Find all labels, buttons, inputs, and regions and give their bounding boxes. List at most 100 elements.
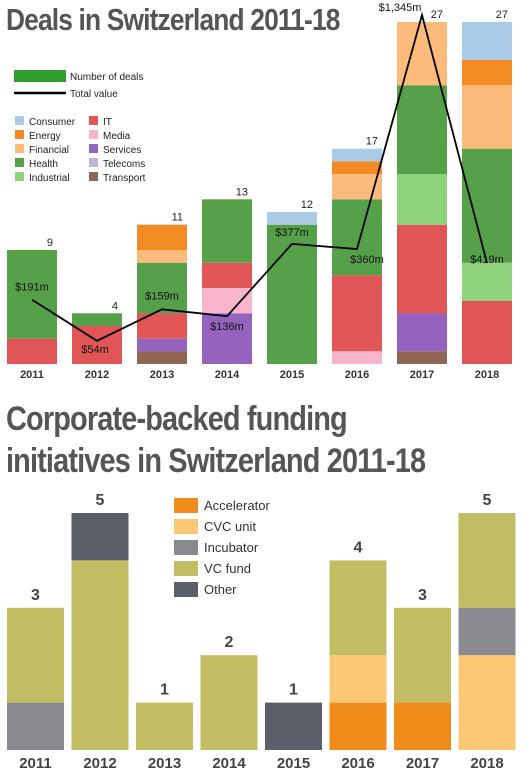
funding-bar-incubator-2018 bbox=[458, 607, 516, 656]
legend-swatch-number-of-deals bbox=[14, 70, 66, 82]
deals-x-tick-2014: 2014 bbox=[215, 369, 240, 381]
deals-bar-financial-2018 bbox=[462, 85, 512, 149]
funding-bar-vc-fund-2011 bbox=[7, 607, 64, 703]
deals-x-tick-2015: 2015 bbox=[280, 369, 304, 381]
deals-value-label-2018: $419m bbox=[470, 254, 504, 266]
funding-x-tick-2014: 2014 bbox=[212, 755, 246, 772]
deals-chart: 9 2011 4 2012 11 2013 13 2014 12 2015 17 2016 27 2017… bbox=[7, 2, 512, 381]
deals-bar-health-2016 bbox=[332, 199, 382, 276]
funding-x-tick-2011: 2011 bbox=[19, 755, 52, 772]
deals-value-label-2017: $1,345m bbox=[379, 2, 422, 14]
deals-x-tick-2011: 2011 bbox=[20, 369, 44, 381]
legend-swatch-consumer bbox=[15, 116, 24, 125]
deals-bar-health-2012 bbox=[72, 313, 122, 326]
funding-legend-label-vc-fund: VC fund bbox=[204, 561, 251, 576]
funding-chart-title: Corporate-backed funding initiatives in … bbox=[6, 400, 426, 480]
funding-legend-swatch-accelerator bbox=[174, 498, 198, 513]
deals-bar-media-2014 bbox=[202, 288, 252, 314]
deals-bar-industrial-2017 bbox=[397, 174, 447, 225]
funding-total-label-2011: 3 bbox=[31, 587, 40, 604]
deals-bar-consumer-2018 bbox=[462, 22, 512, 60]
funding-legend-swatch-vc-fund bbox=[174, 561, 198, 576]
legend-label-total-value: Total value bbox=[70, 89, 118, 100]
funding-x-tick-2013: 2013 bbox=[148, 755, 181, 772]
funding-total-label-2015: 1 bbox=[289, 682, 298, 699]
deals-bar-services-2017 bbox=[397, 313, 447, 352]
legend-label-financial: Financial bbox=[29, 145, 69, 156]
funding-legend-swatch-cvc-unit bbox=[174, 519, 198, 534]
legend-label-transport: Transport bbox=[103, 173, 146, 184]
funding-total-label-2013: 1 bbox=[160, 682, 169, 699]
legend-label-number-of-deals: Number of deals bbox=[70, 72, 143, 83]
funding-x-tick-2016: 2016 bbox=[341, 755, 374, 772]
deals-value-label-2013: $159m bbox=[145, 290, 179, 302]
deals-value-label-2011: $191m bbox=[15, 282, 49, 294]
funding-total-label-2017: 3 bbox=[418, 587, 427, 604]
deals-bar-energy-2018 bbox=[462, 60, 512, 86]
deals-bar-it-2011 bbox=[7, 338, 57, 364]
deals-bar-industrial-2018 bbox=[462, 262, 512, 301]
deals-bar-it-2016 bbox=[332, 275, 382, 352]
deals-total-label-2011: 9 bbox=[47, 237, 53, 249]
legend-label-consumer: Consumer bbox=[29, 117, 76, 128]
deals-bar-energy-2016 bbox=[332, 161, 382, 174]
deals-total-label-2012: 4 bbox=[112, 300, 118, 312]
deals-bar-consumer-2015 bbox=[267, 212, 317, 225]
deals-bar-energy-2013 bbox=[137, 224, 187, 250]
deals-bar-it-2017 bbox=[397, 224, 447, 314]
deals-x-tick-2013: 2013 bbox=[150, 369, 174, 381]
deals-bar-financial-2013 bbox=[137, 250, 187, 263]
legend-swatch-telecoms bbox=[89, 158, 98, 167]
legend-swatch-transport bbox=[89, 172, 98, 181]
legend-swatch-energy bbox=[15, 130, 24, 139]
deals-bar-transport-2013 bbox=[137, 351, 187, 364]
legend-swatch-services bbox=[89, 144, 98, 153]
funding-bar-cvc-unit-2016 bbox=[329, 655, 387, 703]
funding-total-label-2018: 5 bbox=[483, 492, 492, 509]
deals-value-label-2015: $377m bbox=[275, 227, 309, 239]
funding-bar-accelerator-2016 bbox=[329, 702, 387, 750]
deals-x-tick-2018: 2018 bbox=[475, 369, 499, 381]
funding-legend-swatch-other bbox=[174, 582, 198, 597]
funding-bar-vc-fund-2018 bbox=[458, 513, 516, 608]
legend-label-telecoms: Telecoms bbox=[103, 159, 145, 170]
deals-bar-services-2014 bbox=[202, 313, 252, 364]
funding-bar-vc-fund-2014 bbox=[200, 655, 258, 750]
deals-value-label-2016: $360m bbox=[350, 254, 384, 266]
deals-total-label-2018: 27 bbox=[496, 9, 508, 21]
deals-total-label-2014: 13 bbox=[236, 186, 248, 198]
legend-label-media: Media bbox=[103, 131, 131, 142]
deals-total-label-2015: 12 bbox=[301, 199, 313, 211]
deals-total-label-2017: 27 bbox=[431, 9, 443, 21]
deals-bar-media-2016 bbox=[332, 351, 382, 364]
funding-total-label-2014: 2 bbox=[225, 634, 234, 651]
legend-label-it: IT bbox=[103, 117, 112, 128]
legend-label-energy: Energy bbox=[29, 131, 61, 142]
funding-bar-cvc-unit-2018 bbox=[458, 655, 516, 750]
funding-legend-label-cvc-unit: CVC unit bbox=[204, 519, 256, 534]
funding-bar-vc-fund-2016 bbox=[329, 560, 387, 656]
funding-bar-other-2015 bbox=[265, 702, 322, 750]
funding-legend-swatch-incubator bbox=[174, 540, 198, 555]
funding-bar-vc-fund-2017 bbox=[394, 607, 451, 703]
funding-bar-vc-fund-2013 bbox=[136, 702, 193, 750]
deals-total-value-line bbox=[31, 11, 488, 342]
funding-x-tick-2012: 2012 bbox=[83, 755, 116, 772]
legend-swatch-media bbox=[89, 130, 98, 139]
deals-bar-health-2014 bbox=[202, 199, 252, 263]
deals-bar-health-2018 bbox=[462, 148, 512, 263]
legend-label-health: Health bbox=[29, 159, 58, 170]
legend-swatch-health bbox=[15, 158, 24, 167]
legend-label-services: Services bbox=[103, 145, 141, 156]
deals-chart-title: Deals in Switzerland 2011-18 bbox=[6, 2, 340, 37]
deals-value-label-2012: $54m bbox=[81, 344, 109, 356]
funding-bar-accelerator-2017 bbox=[394, 702, 451, 750]
deals-value-label-2014: $136m bbox=[210, 321, 244, 333]
deals-x-tick-2012: 2012 bbox=[85, 369, 109, 381]
legend-swatch-industrial bbox=[15, 172, 24, 181]
deals-bar-services-2013 bbox=[137, 338, 187, 352]
funding-x-tick-2018: 2018 bbox=[470, 755, 503, 772]
funding-legend-label-incubator: Incubator bbox=[204, 540, 259, 555]
funding-bar-incubator-2011 bbox=[7, 702, 64, 750]
